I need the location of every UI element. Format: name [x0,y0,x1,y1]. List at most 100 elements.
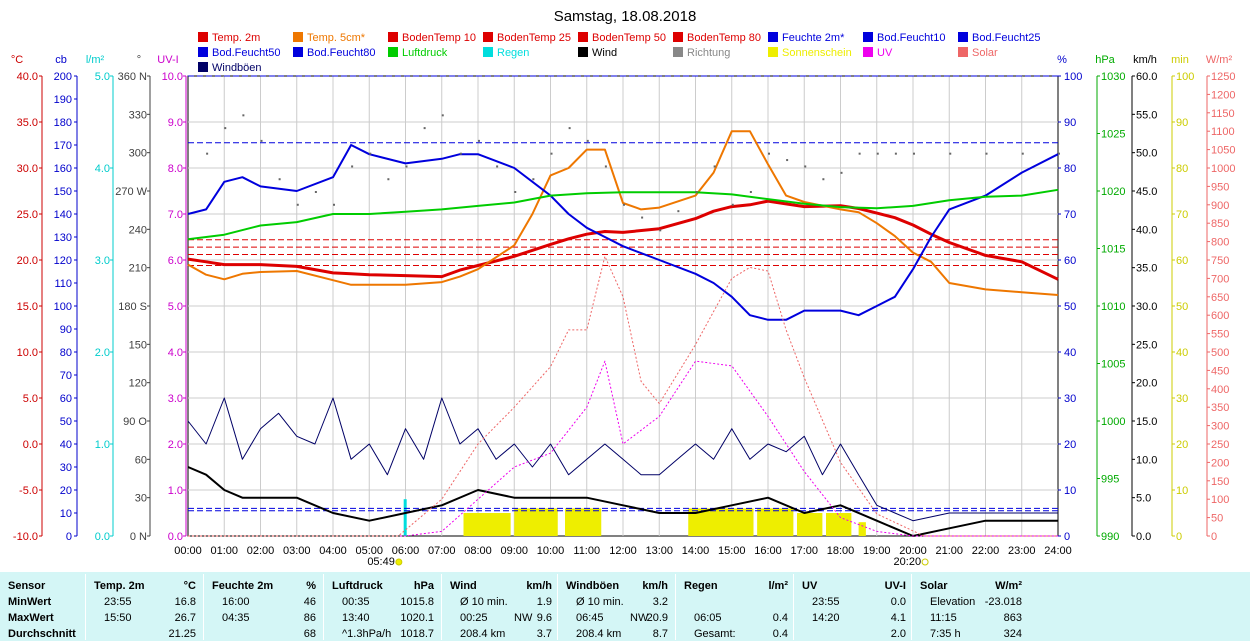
y-axis-wind [1131,75,1135,537]
y-tick-label: 20 [1064,439,1076,451]
y-axis-temp [39,75,43,537]
rain-bar [403,499,407,536]
footer-value-luftdruck: 1020.1 [400,612,434,624]
y-tick-label: 70 [60,370,72,382]
y-axis-unit-temp: °C [11,54,23,66]
footer-value-boeen: 20.9 [646,612,668,624]
y-tick-label: 1250 [1211,71,1235,83]
x-tick-label: 03:00 [283,545,311,557]
y-tick-label: 0 [66,531,72,543]
direction-point [1058,152,1060,155]
legend-swatch [958,47,968,57]
footer-time-boeen: 06:45 [576,612,604,624]
legend-swatch [198,62,208,72]
footer-unit-regen: l/m² [768,580,788,592]
footer-header-luftdruck: Luftdruck [332,580,383,592]
footer-time-regen: Gesamt: [694,628,736,640]
legend-swatch [483,47,493,57]
y-axis-uv [183,75,187,537]
y-tick-label: 45.0 [1136,186,1157,198]
y-tick-label: 8.0 [168,163,183,175]
footer-time-wind: Ø 10 min. [460,596,508,608]
x-tick-label: 04:00 [319,545,347,557]
y-tick-label: 450 [1211,365,1229,377]
y-tick-label: 50 [1176,301,1188,313]
direction-point [840,171,843,174]
x-tick-label: 06:00 [392,545,420,557]
direction-point [478,139,480,142]
legend-swatch [673,47,683,57]
y-tick-label: 20 [60,485,72,497]
series-line-solar [188,255,1058,537]
direction-point [677,210,680,213]
y-tick-label: 200 [1211,457,1229,469]
y-tick-label: 40 [1064,347,1076,359]
legend-entry: Richtung [687,47,730,59]
y-tick-label: 80 [1176,163,1188,175]
footer-unit-boeen: km/h [642,580,668,592]
footer-separator [793,574,794,640]
y-tick-label: -5.0 [19,485,38,497]
x-tick-label: 00:00 [174,545,202,557]
y-tick-label: 650 [1211,292,1229,304]
y-tick-label: 1150 [1211,108,1235,120]
legend-swatch [863,47,873,57]
y-tick-label: 6.0 [168,255,183,267]
footer-time-feuchte: 04:35 [222,612,250,624]
y-axis-unit-dir: ° [137,54,141,66]
sunset-label: 20:20 [894,556,922,568]
x-tick-label: 02:00 [247,545,275,557]
direction-point [604,165,607,168]
y-tick-label: 70 [1064,209,1076,221]
x-tick-label: 13:00 [645,545,673,557]
y-tick-label: 90 [1064,117,1076,129]
footer-time-boeen: Ø 10 min. [576,596,624,608]
y-axis-unit-cb: cb [55,54,67,66]
legend-entry: Sonnenschein [782,47,852,59]
footer-value-wind: 1.9 [536,596,552,608]
direction-point [804,165,807,168]
y-tick-label: 7.0 [168,209,183,221]
y-tick-label: 35.0 [17,117,38,129]
y-tick-label: 120 [129,378,147,390]
direction-point [314,191,317,193]
footer-header-boeen: Windböen [566,580,620,592]
x-tick-label: 21:00 [935,545,963,557]
y-tick-label: 1050 [1211,145,1235,157]
footer-value-feuchte: 68 [303,628,316,640]
y-tick-label: 10.0 [1136,454,1157,466]
y-tick-label: 30 [135,493,147,505]
footer-dir-boeen: NW [630,612,649,624]
y-tick-label: 700 [1211,273,1229,285]
footer-col-luftdruck: Luftdruck hPa 00:35 1015.8 13:40 1020.1 ^1.3hP… [323,572,438,641]
direction-point [387,178,390,181]
footer-value-luftdruck: 1015.8 [400,596,434,608]
y-tick-label: 3.0 [168,393,183,405]
footer-unit-wind: km/h [526,580,552,592]
legend-swatch [863,32,873,42]
footer-value-luftdruck: 1018.7 [400,628,434,640]
direction-point [459,152,462,155]
x-tick-label: 22:00 [972,545,1000,557]
legend-swatch [483,32,493,42]
legend-entry: BodenTemp 10 [402,32,476,44]
y-tick-label: 80 [60,347,72,359]
y-tick-label: 50 [1211,513,1223,525]
y-tick-label: 50.0 [1136,148,1157,160]
footer-col-solar: Solar W/m² Elevation -23.018 11:15 863 7:35 h 3… [911,572,1026,641]
x-tick-label: 23:00 [1008,545,1036,557]
y-tick-label: 4.0 [95,163,110,175]
sunshine-bar [858,522,866,536]
footer-time-wind: 208.4 km [460,628,506,640]
y-tick-label: 60 [135,454,147,466]
sunshine-bar [797,513,823,536]
legend-swatch [293,32,303,42]
sunshine-bar [463,513,511,536]
y-tick-label: 5.0 [23,393,38,405]
y-tick-label: 80 [1064,163,1076,175]
y-tick-label: 850 [1211,218,1229,230]
footer-time-temp: 23:55 [104,596,132,608]
y-tick-label: 25.0 [17,209,38,221]
y-tick-label: 1010 [1101,301,1125,313]
footer-unit-feuchte: % [306,580,316,592]
